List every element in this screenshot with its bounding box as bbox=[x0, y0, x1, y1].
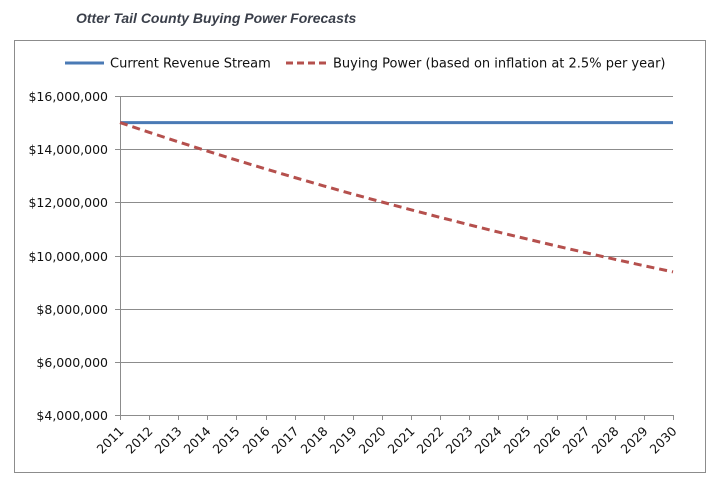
x-tick-label: 2024 bbox=[472, 423, 505, 456]
gridlines bbox=[120, 96, 673, 363]
x-tick-label: 2015 bbox=[210, 424, 243, 457]
x-tick-label: 2025 bbox=[501, 424, 534, 457]
x-tick-label: 2012 bbox=[123, 424, 156, 457]
legend-label: Current Revenue Stream bbox=[110, 57, 271, 72]
y-tick-label: $16,000,000 bbox=[28, 89, 108, 104]
series-line-buying-power bbox=[119, 121, 674, 274]
x-tick-label: 2019 bbox=[327, 423, 360, 456]
x-tick-label: 2026 bbox=[531, 423, 564, 456]
legend-label: Buying Power (based on inflation at 2.5%… bbox=[333, 57, 666, 72]
legend: Current Revenue Stream Buying Power (base… bbox=[65, 57, 666, 72]
axes bbox=[120, 96, 673, 416]
chart-frame bbox=[14, 40, 706, 473]
x-tick-label: 2030 bbox=[647, 423, 680, 456]
x-tick-label: 2016 bbox=[240, 423, 273, 456]
x-tick-label: 2011 bbox=[94, 424, 127, 457]
y-tick-label: $8,000,000 bbox=[36, 302, 108, 317]
x-tick-label: 2017 bbox=[269, 424, 302, 457]
y-tick-label: $6,000,000 bbox=[36, 355, 108, 370]
x-tick-label: 2021 bbox=[385, 424, 418, 457]
y-tick-label: $4,000,000 bbox=[36, 408, 108, 423]
x-tick-label: 2018 bbox=[298, 423, 331, 456]
x-tick-label: 2023 bbox=[443, 424, 476, 457]
x-tick-label: 2027 bbox=[560, 424, 593, 457]
y-tick-label: $12,000,000 bbox=[28, 195, 108, 210]
chart-title: Otter Tail County Buying Power Forecasts bbox=[76, 10, 357, 26]
x-tick-label: 2022 bbox=[414, 424, 447, 457]
x-axis-ticks: 2011201220132014201520162017201820192020… bbox=[94, 415, 680, 457]
y-axis-ticks: $4,000,000 $6,000,000 $8,000,000 $10,000,00… bbox=[28, 89, 120, 423]
x-tick-label: 2020 bbox=[356, 423, 389, 456]
x-tick-label: 2028 bbox=[589, 423, 622, 456]
y-tick-label: $14,000,000 bbox=[28, 142, 108, 157]
x-tick-label: 2014 bbox=[181, 423, 214, 456]
x-tick-label: 2013 bbox=[152, 424, 185, 457]
y-tick-label: $10,000,000 bbox=[28, 249, 108, 264]
series bbox=[119, 121, 674, 274]
x-tick-label: 2029 bbox=[618, 423, 651, 456]
